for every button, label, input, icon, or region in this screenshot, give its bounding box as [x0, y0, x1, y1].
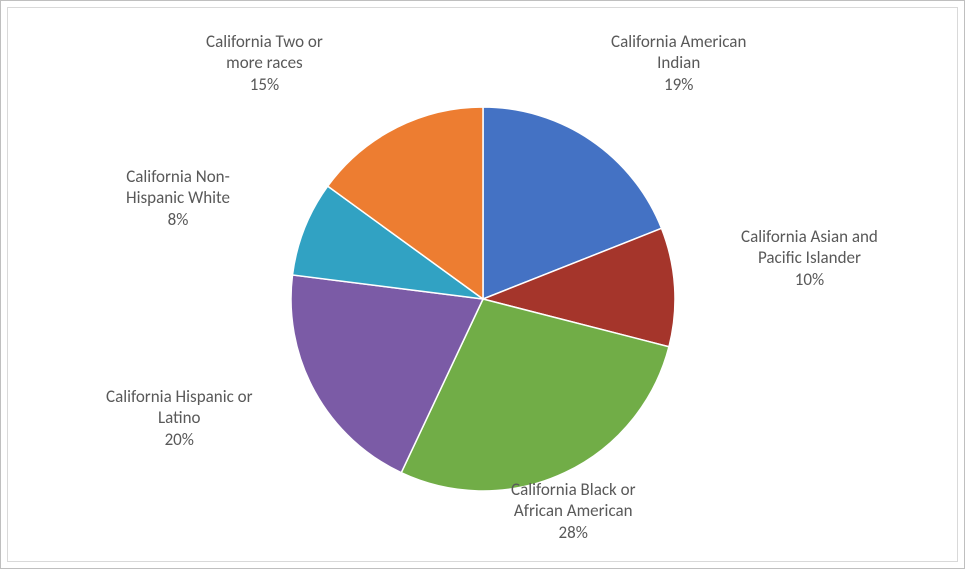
slice-label-percent: 19% [611, 74, 746, 95]
slice-label-line1: California Non- [126, 166, 230, 187]
slice-label-percent: 10% [741, 269, 878, 290]
chart-frame: California AmericanIndian19%California A… [0, 0, 965, 569]
slice-label: California Hispanic orLatino20% [106, 386, 253, 450]
slice-label-line1: California Black or [511, 479, 636, 500]
slice-label-line2: African American [511, 500, 636, 521]
slice-label-line2: Indian [611, 52, 746, 73]
slice-label-line2: Pacific Islander [741, 247, 878, 268]
slice-label-line2: more races [206, 52, 323, 73]
slice-label: California AmericanIndian19% [611, 31, 746, 95]
slice-label-percent: 20% [106, 429, 253, 450]
slice-label-line1: California Two or [206, 31, 323, 52]
slice-label-percent: 15% [206, 74, 323, 95]
slice-label: California Black orAfrican American28% [511, 479, 636, 543]
slice-label-percent: 8% [126, 209, 230, 230]
slice-label-percent: 28% [511, 522, 636, 543]
slice-label-line2: Latino [106, 407, 253, 428]
slice-label: California Asian andPacific Islander10% [741, 226, 878, 290]
slice-label-line1: California American [611, 31, 746, 52]
slice-label: California Non-Hispanic White8% [126, 166, 230, 230]
slice-label: California Two ormore races15% [206, 31, 323, 95]
slice-label-line1: California Asian and [741, 226, 878, 247]
slice-label-line2: Hispanic White [126, 187, 230, 208]
slice-label-line1: California Hispanic or [106, 386, 253, 407]
